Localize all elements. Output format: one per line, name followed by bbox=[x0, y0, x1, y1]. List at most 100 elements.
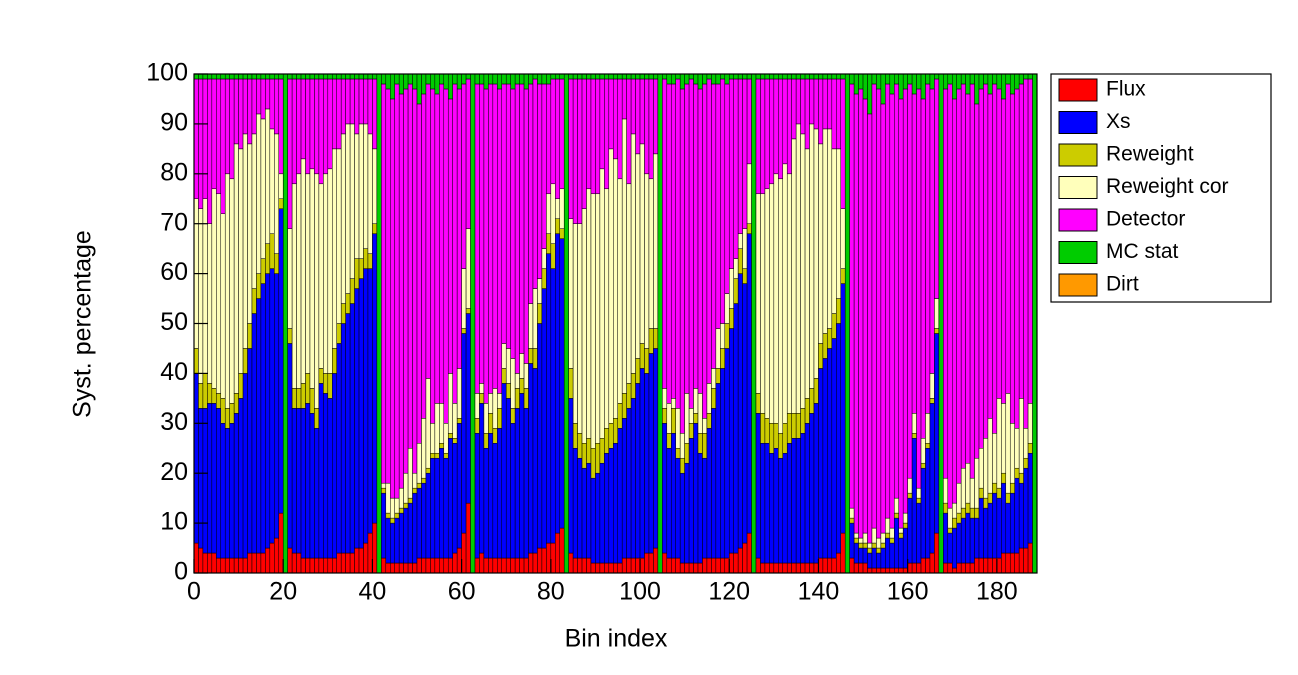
bar-segment bbox=[287, 228, 293, 329]
bar-segment bbox=[684, 73, 690, 85]
bar-segment bbox=[706, 73, 712, 80]
bar-segment bbox=[818, 78, 824, 145]
bar-segment bbox=[296, 388, 302, 409]
bar-segment bbox=[804, 148, 810, 399]
bar-segment bbox=[894, 512, 899, 519]
bar-segment bbox=[630, 373, 636, 399]
bar-segment bbox=[278, 73, 284, 80]
bar-segment bbox=[220, 398, 226, 424]
bar-segment bbox=[920, 438, 926, 464]
bar-segment bbox=[822, 128, 828, 334]
bar-segment bbox=[461, 532, 467, 574]
bar-segment bbox=[430, 457, 436, 559]
bar-segment bbox=[407, 83, 413, 449]
bar-segment bbox=[639, 78, 645, 145]
bar-segment bbox=[795, 73, 801, 80]
bar-segment bbox=[265, 108, 271, 244]
x-tick-label: 20 bbox=[269, 578, 297, 606]
bar-segment bbox=[840, 532, 846, 574]
bar-segment bbox=[764, 443, 770, 564]
bar-segment bbox=[465, 228, 471, 309]
bar-segment bbox=[590, 193, 596, 449]
bar-segment bbox=[541, 248, 547, 269]
bar-segment bbox=[907, 562, 913, 574]
bar-segment bbox=[943, 512, 949, 564]
bar-segment bbox=[644, 78, 650, 175]
bar-segment bbox=[398, 93, 404, 489]
bar-segment bbox=[604, 73, 610, 80]
bar-segment bbox=[1001, 552, 1007, 574]
bar-segment bbox=[447, 433, 453, 439]
bar-segment bbox=[202, 198, 208, 374]
bar-segment bbox=[621, 118, 627, 394]
x-tick-label: 120 bbox=[708, 578, 750, 606]
bar-segment bbox=[862, 542, 868, 549]
bar-segment bbox=[952, 527, 957, 569]
bar-segment bbox=[461, 83, 467, 269]
bar-segment bbox=[456, 547, 462, 574]
bar-segment bbox=[1009, 93, 1015, 424]
bar-segment bbox=[421, 418, 427, 479]
bar-segment bbox=[818, 343, 824, 369]
bar-segment bbox=[764, 188, 770, 419]
bar-segment bbox=[407, 502, 413, 564]
bar-segment bbox=[590, 448, 596, 479]
bar-segment bbox=[876, 88, 882, 539]
bar-segment bbox=[849, 522, 855, 559]
bar-segment bbox=[720, 323, 726, 349]
bar-segment bbox=[211, 78, 217, 190]
bar-segment bbox=[711, 368, 717, 389]
bar-segment bbox=[367, 78, 373, 135]
bar-segment bbox=[595, 73, 601, 80]
bar-segment bbox=[983, 83, 989, 439]
bar-segment bbox=[474, 418, 480, 434]
bar-segment bbox=[715, 83, 721, 329]
bar-segment bbox=[911, 73, 917, 95]
bar-segment bbox=[332, 348, 337, 374]
bar-segment bbox=[786, 413, 792, 444]
bar-segment bbox=[662, 388, 668, 409]
bar-segment bbox=[769, 78, 775, 185]
bar-segment bbox=[550, 73, 556, 80]
bar-segment bbox=[992, 83, 998, 434]
bar-segment bbox=[269, 233, 275, 269]
bar-segment bbox=[809, 413, 815, 564]
bar-segment bbox=[555, 532, 560, 574]
bar-segment bbox=[274, 73, 279, 80]
bar-segment bbox=[867, 552, 873, 569]
bar-segment bbox=[648, 178, 654, 329]
bar-segment bbox=[684, 562, 690, 574]
bar-segment bbox=[488, 433, 494, 559]
bar-segment bbox=[965, 73, 971, 95]
bar-segment bbox=[666, 557, 672, 574]
bar-segment bbox=[693, 413, 699, 424]
bar-segment bbox=[581, 208, 587, 444]
bar-segment bbox=[1001, 98, 1007, 404]
bar-segment bbox=[639, 143, 645, 344]
bar-segment bbox=[737, 248, 743, 274]
bar-segment bbox=[577, 557, 583, 574]
bar-segment bbox=[679, 433, 685, 459]
bar-segment bbox=[938, 73, 944, 574]
bar-segment bbox=[439, 73, 445, 85]
bar-segment bbox=[653, 328, 659, 349]
bar-segment bbox=[795, 438, 801, 564]
bar-segment bbox=[372, 73, 378, 80]
bar-segment bbox=[688, 562, 694, 574]
bar-segment bbox=[813, 378, 819, 404]
bar-segment bbox=[332, 73, 337, 80]
bar-segment bbox=[523, 88, 529, 364]
bar-segment bbox=[465, 78, 471, 229]
bar-segment bbox=[613, 78, 618, 160]
bar-segment bbox=[778, 457, 784, 564]
bar-segment bbox=[577, 78, 583, 224]
bar-segment bbox=[844, 73, 850, 574]
bar-segment bbox=[853, 93, 859, 534]
bar-segment bbox=[746, 532, 752, 574]
bar-segment bbox=[876, 567, 882, 574]
bar-segment bbox=[363, 542, 369, 574]
bar-segment bbox=[256, 552, 262, 574]
bar-segment bbox=[760, 443, 766, 564]
bar-segment bbox=[461, 333, 467, 534]
bar-segment bbox=[372, 522, 378, 574]
